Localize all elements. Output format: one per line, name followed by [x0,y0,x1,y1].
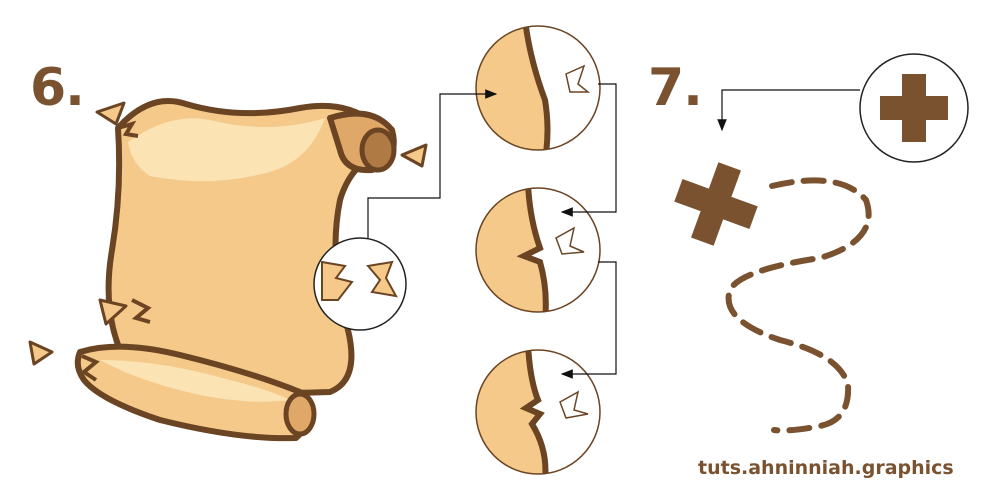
connector-arrows [367,83,860,379]
triangle-marker-middle [98,298,128,326]
arrow-to-x-mark [717,89,860,132]
arrow-to-zoom-2 [560,83,617,217]
step-seven-label: 7. [648,58,703,118]
dashed-treasure-path [725,177,872,434]
triangle-marker-bottom [28,340,54,366]
triangle-marker-roll [400,143,428,168]
pointer-triangles [28,101,428,366]
zoom-circle-3 [475,349,601,475]
plus-icon [880,74,948,142]
x-mark-icon [674,162,758,246]
triangle-marker-top [95,101,126,126]
parchment-scroll [74,98,397,442]
credit-text: tuts.ahninniah.graphics [698,457,954,479]
plus-icon-circle [859,53,969,163]
arrow-to-zoom-3 [560,261,617,379]
step-six-label: 6. [30,58,85,118]
zoom-circle-2 [475,187,601,313]
zoom-circle-1 [475,25,601,151]
arrow-to-zoom-1 [367,89,498,238]
magnifier-circle [313,237,407,331]
